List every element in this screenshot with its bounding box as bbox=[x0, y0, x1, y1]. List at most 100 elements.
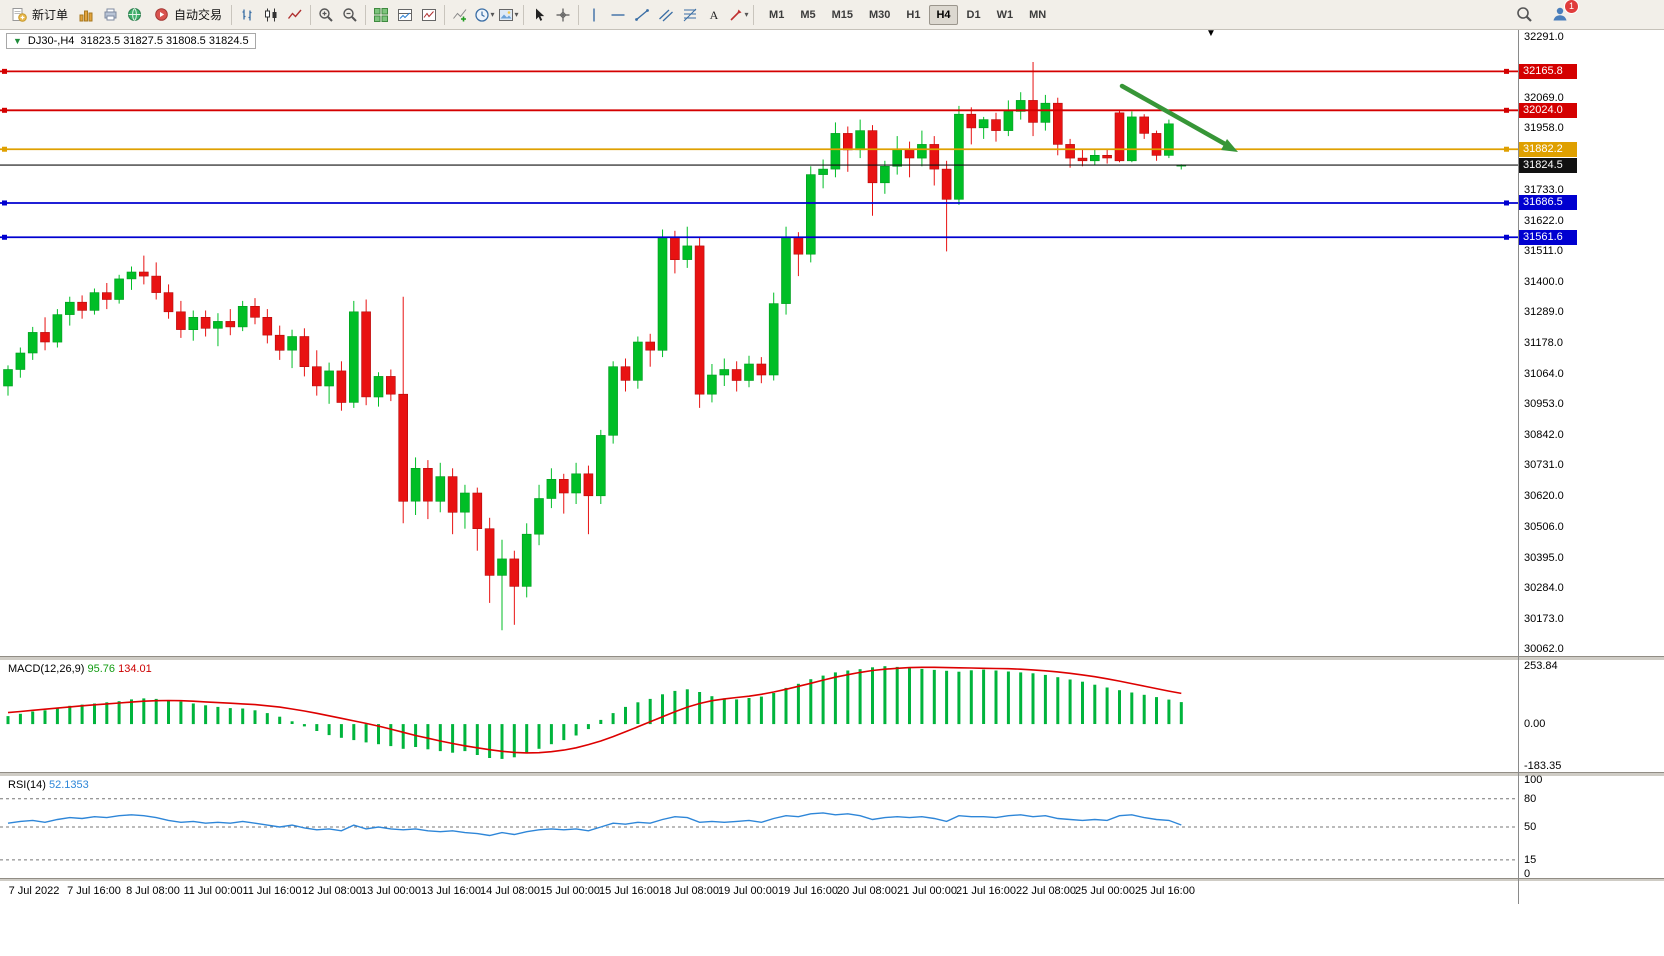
bar-chart-icon[interactable] bbox=[235, 4, 259, 26]
price-axis-label: 31958.0 bbox=[1524, 122, 1564, 134]
templates-icon[interactable]: ▾ bbox=[496, 4, 520, 26]
periods-icon[interactable]: ▾ bbox=[472, 4, 496, 26]
zoom-in-icon[interactable] bbox=[314, 4, 338, 26]
indicator-window-icon[interactable] bbox=[393, 4, 417, 26]
indicators-add-icon[interactable] bbox=[448, 4, 472, 26]
horizontal-line-icon[interactable] bbox=[606, 4, 630, 26]
rsi-axis-label: 0 bbox=[1524, 868, 1531, 880]
price-axis-label: 31289.0 bbox=[1524, 306, 1564, 318]
time-axis-label: 14 Jul 08:00 bbox=[480, 885, 540, 897]
cursor-icon[interactable] bbox=[527, 4, 551, 26]
timeframe-w1-button[interactable]: W1 bbox=[996, 8, 1014, 21]
price-axis-label: 30395.0 bbox=[1524, 552, 1564, 564]
price-level-badge: 32165.8 bbox=[1519, 64, 1577, 79]
auto-trading-label: 自动交易 bbox=[174, 8, 223, 22]
price-level-badge: 31561.6 bbox=[1519, 230, 1577, 245]
price-axis-label: 31622.0 bbox=[1524, 215, 1564, 227]
price-scale-border bbox=[1518, 30, 1519, 904]
crosshair-icon[interactable] bbox=[551, 4, 575, 26]
chart-ohlc-values: 31823.5 31827.5 31808.5 31824.5 bbox=[80, 35, 249, 47]
timeframe-mn-button[interactable]: MN bbox=[1029, 8, 1047, 21]
new-order-icon bbox=[10, 4, 28, 26]
time-axis-label: 11 Jul 00:00 bbox=[183, 885, 243, 897]
macd-canvas[interactable] bbox=[0, 660, 1518, 772]
dropdown-caret-icon: ▾ bbox=[744, 10, 749, 19]
dropdown-caret-icon: ▾ bbox=[514, 10, 519, 19]
search-icon[interactable] bbox=[1512, 3, 1536, 25]
equidistant-channel-icon[interactable] bbox=[654, 4, 678, 26]
rsi-canvas[interactable] bbox=[0, 776, 1518, 878]
arrows-icon[interactable]: ▾ bbox=[726, 4, 750, 26]
panel-divider[interactable] bbox=[0, 656, 1664, 660]
time-axis-label: 22 Jul 08:00 bbox=[1016, 885, 1076, 897]
rsi-panel[interactable] bbox=[0, 776, 1518, 878]
macd-main-value: 95.76 bbox=[87, 663, 116, 675]
rsi-value: 52.1353 bbox=[48, 779, 89, 791]
vertical-line-icon[interactable] bbox=[582, 4, 606, 26]
time-axis-label: 25 Jul 00:00 bbox=[1075, 885, 1135, 897]
price-level-badge: 31824.5 bbox=[1519, 158, 1577, 173]
charts-icon[interactable] bbox=[74, 4, 98, 26]
timeframe-h1-button[interactable]: H1 bbox=[906, 8, 921, 21]
toolbar-right-group: 1 bbox=[1512, 0, 1579, 25]
time-axis-label: 13 Jul 16:00 bbox=[421, 885, 481, 897]
macd-name: MACD(12,26,9) bbox=[8, 663, 85, 675]
time-axis-label: 11 Jul 16:00 bbox=[242, 885, 302, 897]
macd-panel[interactable] bbox=[0, 660, 1518, 772]
chart-title: ▼ DJ30-,H4 31823.5 31827.5 31808.5 31824… bbox=[6, 33, 256, 49]
dropdown-caret-icon: ▾ bbox=[490, 10, 495, 19]
print-icon[interactable] bbox=[98, 4, 122, 26]
toolbar-separator bbox=[310, 4, 312, 25]
trendline-icon[interactable] bbox=[630, 4, 654, 26]
symbol-dropdown-icon[interactable]: ▼ bbox=[13, 36, 22, 46]
time-axis-label: 7 Jul 16:00 bbox=[67, 885, 121, 897]
time-axis-label: 25 Jul 16:00 bbox=[1135, 885, 1195, 897]
rsi-name: RSI(14) bbox=[8, 779, 46, 791]
price-axis-label: 31733.0 bbox=[1524, 184, 1564, 196]
time-axis-label: 15 Jul 16:00 bbox=[599, 885, 659, 897]
zoom-out-icon[interactable] bbox=[338, 4, 362, 26]
timeframe-m15-button[interactable]: M15 bbox=[831, 8, 853, 21]
community-icon[interactable] bbox=[122, 4, 146, 26]
panel-divider[interactable] bbox=[0, 772, 1664, 776]
price-axis-label: 31064.0 bbox=[1524, 368, 1564, 380]
timeframe-toolbar: M1 M5 M15 M30 H1 H4 D1 W1 MN bbox=[761, 4, 1054, 25]
macd-signal-value: 134.01 bbox=[118, 663, 152, 675]
tile-windows-icon[interactable] bbox=[369, 4, 393, 26]
panel-divider[interactable] bbox=[0, 878, 1664, 881]
toolbar-separator bbox=[753, 4, 755, 25]
main-chart-canvas[interactable] bbox=[0, 30, 1518, 656]
timeframe-h4-button[interactable]: H4 bbox=[929, 4, 958, 25]
time-axis-label: 13 Jul 00:00 bbox=[361, 885, 421, 897]
price-axis-label: 31400.0 bbox=[1524, 276, 1564, 288]
time-axis[interactable]: 7 Jul 2022 7 Jul 16:00 8 Jul 08:00 11 Jul 0… bbox=[0, 881, 1518, 904]
price-level-badge: 32024.0 bbox=[1519, 103, 1577, 118]
chart-shift-marker[interactable]: ▼ bbox=[1206, 28, 1216, 39]
price-axis-label: 30620.0 bbox=[1524, 490, 1564, 502]
price-axis-label: 30284.0 bbox=[1524, 582, 1564, 594]
rsi-axis-label: 80 bbox=[1524, 793, 1537, 805]
time-axis-label: 15 Jul 00:00 bbox=[540, 885, 600, 897]
candlestick-icon[interactable] bbox=[259, 4, 283, 26]
macd-axis-label: 0.00 bbox=[1524, 718, 1546, 730]
auto-trading-button[interactable]: 自动交易 bbox=[146, 2, 228, 28]
timeframe-m5-button[interactable]: M5 bbox=[800, 8, 816, 21]
timeframe-m1-button[interactable]: M1 bbox=[769, 8, 785, 21]
line-chart-icon[interactable] bbox=[283, 4, 307, 26]
main-chart-panel[interactable]: ▼ DJ30-,H4 31823.5 31827.5 31808.5 31824… bbox=[0, 28, 1518, 656]
price-axis-label: 32291.0 bbox=[1524, 31, 1564, 43]
timeframe-d1-button[interactable]: D1 bbox=[966, 8, 981, 21]
time-axis-label: 18 Jul 08:00 bbox=[659, 885, 719, 897]
price-axis-label: 30731.0 bbox=[1524, 459, 1564, 471]
price-axis-label: 32069.0 bbox=[1524, 92, 1564, 104]
chart-symbol-label: DJ30-,H4 bbox=[27, 35, 75, 47]
text-icon[interactable]: A bbox=[702, 4, 726, 26]
chart-window-icon[interactable] bbox=[417, 4, 441, 26]
user-account-icon[interactable]: 1 bbox=[1548, 0, 1579, 25]
toolbar: 新订单 自动交易 ▾ ▾ A ▾ M1 M5 M15 M30 H1 H4 D1 W1 MN 1 bbox=[0, 0, 1664, 30]
fibonacci-icon[interactable] bbox=[678, 4, 702, 26]
timeframe-m30-button[interactable]: M30 bbox=[869, 8, 891, 21]
new-order-button[interactable]: 新订单 bbox=[4, 2, 74, 28]
time-axis-label: 21 Jul 16:00 bbox=[956, 885, 1016, 897]
